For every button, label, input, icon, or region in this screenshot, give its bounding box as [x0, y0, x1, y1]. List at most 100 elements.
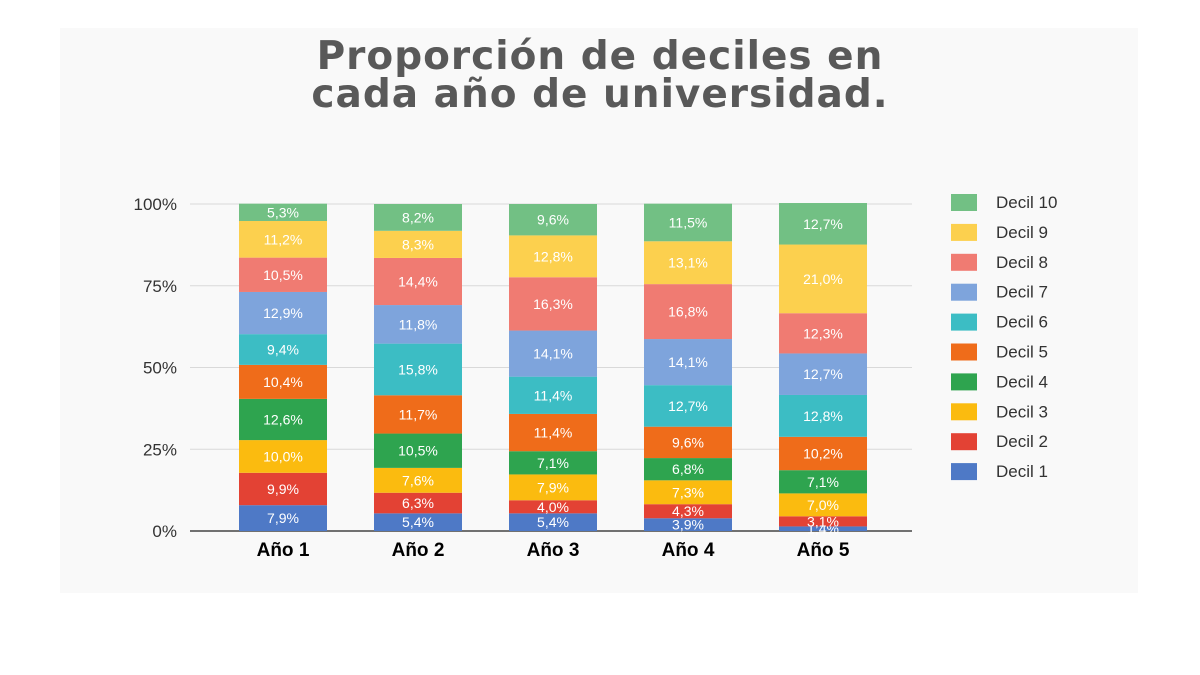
data-label: 11,4%	[534, 425, 573, 441]
bar-segment	[779, 313, 867, 354]
bar-segment	[779, 436, 867, 471]
bar-segment	[644, 518, 732, 531]
legend-swatch	[951, 373, 977, 391]
bar-segment	[644, 203, 732, 242]
chart-title-line-1: Proporción de deciles en	[316, 34, 884, 79]
data-label: 10,2%	[803, 446, 843, 462]
legend-item-label: Decil 5	[996, 343, 1048, 362]
bar-segment	[509, 513, 597, 531]
bar-segment	[509, 474, 597, 501]
y-axis: 0% 25% 50% 75% 100%	[134, 195, 177, 541]
bar-segment	[239, 364, 327, 399]
legend-swatch	[951, 253, 977, 271]
bar-segment	[644, 426, 732, 459]
bar-segment	[509, 204, 597, 236]
bar-segment	[779, 203, 867, 245]
data-label: 16,3%	[533, 296, 573, 312]
bar-segment	[644, 241, 732, 285]
data-label: 11,8%	[399, 316, 438, 332]
data-label: 12,3%	[803, 325, 843, 341]
bar-segment	[374, 467, 462, 493]
data-label: 14,4%	[398, 273, 438, 289]
bar-segment	[644, 504, 732, 519]
data-label: 7,1%	[537, 455, 569, 471]
bar-segment	[644, 385, 732, 427]
legend: Decil 10 Decil 9 Decil 8 Decil 7 Decil 6 Deci…	[951, 193, 1057, 481]
legend-swatch	[951, 343, 977, 361]
bar-segment	[239, 203, 327, 222]
bar-segment	[374, 513, 462, 531]
bar-segment	[374, 343, 462, 396]
data-label: 11,5%	[669, 214, 708, 230]
data-label: 9,6%	[672, 434, 704, 450]
bar-segment	[374, 433, 462, 468]
y-tick-label: 25%	[143, 440, 177, 459]
bar-segment	[509, 277, 597, 331]
bar-segment	[374, 492, 462, 514]
legend-swatch	[951, 194, 977, 211]
legend-swatch	[951, 283, 977, 301]
legend-item-label: Decil 6	[996, 313, 1048, 332]
bar-segment	[644, 480, 732, 505]
data-label: 9,4%	[267, 342, 299, 358]
data-label: 6,3%	[402, 495, 434, 511]
data-label: 10,0%	[263, 448, 303, 464]
data-label: 11,7%	[399, 406, 438, 422]
data-label: 10,5%	[263, 267, 303, 283]
y-tick-label: 0%	[152, 522, 177, 541]
data-label: 12,7%	[668, 398, 708, 414]
bar-segment	[239, 472, 327, 506]
data-label: 11,4%	[534, 387, 573, 403]
x-tick-label: Año 4	[662, 540, 715, 561]
legend-item-label: Decil 7	[996, 283, 1048, 302]
x-tick-label: Año 3	[527, 540, 580, 561]
bar-segment	[239, 505, 327, 531]
legend-item-label: Decil 9	[996, 223, 1048, 242]
legend-item-label: Decil 10	[996, 193, 1057, 212]
chart-title: Proporción de deciles en cada año de uni…	[0, 34, 1200, 114]
data-label: 4,3%	[672, 503, 704, 519]
y-tick-label: 50%	[143, 359, 177, 378]
x-tick-label: Año 1	[257, 540, 310, 561]
data-label: 14,1%	[668, 354, 708, 370]
bar-segment	[374, 305, 462, 344]
bar-segment	[779, 353, 867, 395]
data-label: 5,4%	[402, 514, 434, 530]
data-label: 21,0%	[803, 271, 843, 287]
bar-segment	[509, 376, 597, 414]
x-tick-label: Año 5	[797, 540, 850, 561]
data-label: 7,9%	[267, 510, 299, 526]
bar-segment	[779, 516, 867, 527]
data-label: 15,8%	[398, 361, 438, 377]
bar-segment	[239, 291, 327, 335]
data-label: 9,6%	[537, 212, 569, 228]
data-label: 8,3%	[402, 236, 434, 252]
bar-segment	[644, 284, 732, 340]
data-label: 12,7%	[803, 216, 843, 232]
bar-segment	[239, 398, 327, 441]
data-label: 7,0%	[807, 497, 839, 513]
legend-item-label: Decil 2	[996, 432, 1048, 451]
data-label: 10,5%	[398, 443, 438, 459]
y-tick-label: 100%	[134, 195, 177, 214]
data-label: 3,1%	[807, 513, 839, 529]
data-label: 5,3%	[267, 204, 299, 220]
data-label: 6,8%	[672, 461, 704, 477]
data-label: 7,6%	[402, 472, 434, 488]
bar-segment	[509, 330, 597, 377]
bar-segment	[374, 257, 462, 306]
bar-segment	[644, 339, 732, 386]
data-label: 8,2%	[402, 209, 434, 225]
legend-swatch	[951, 403, 977, 421]
legend-item-label: Decil 4	[996, 372, 1048, 391]
bar-segment	[509, 451, 597, 475]
legend-swatch	[951, 313, 977, 331]
data-label: 12,9%	[263, 305, 303, 321]
bar-segment	[374, 204, 462, 231]
data-label: 14,1%	[533, 346, 573, 362]
bar-segment	[644, 458, 732, 481]
data-label: 11,2%	[264, 231, 303, 247]
legend-swatch	[951, 433, 977, 451]
data-label: 12,7%	[803, 366, 843, 382]
